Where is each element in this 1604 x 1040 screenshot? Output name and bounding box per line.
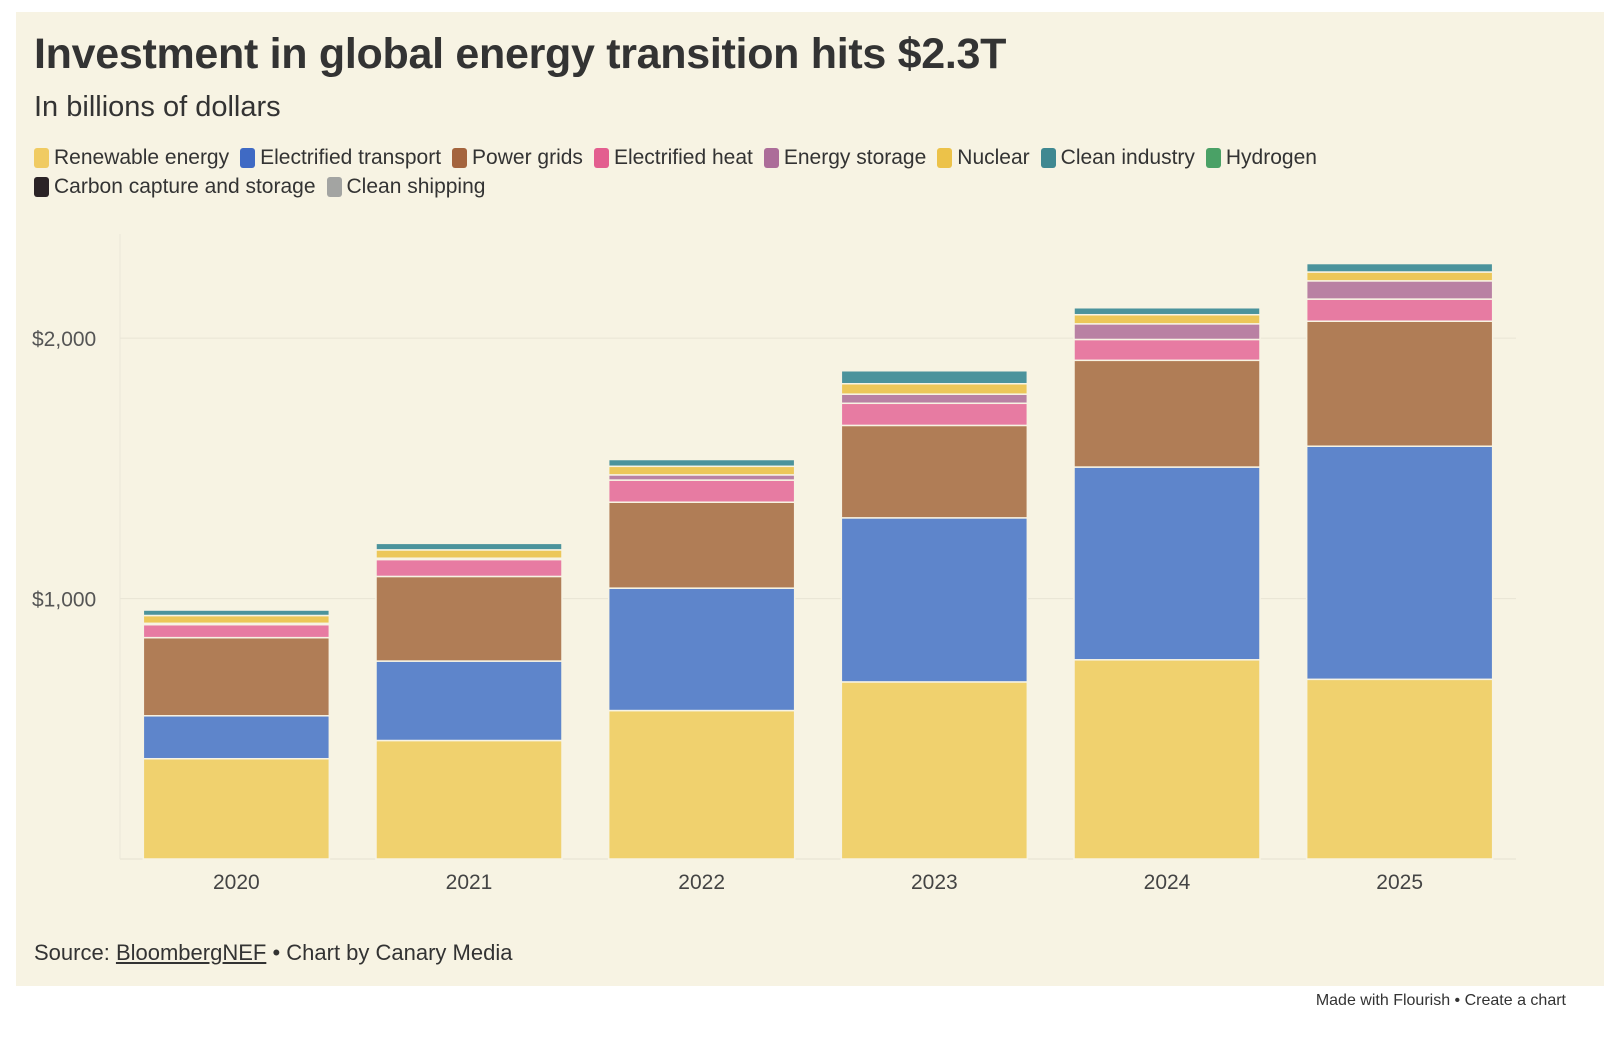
bar-segment-electrified-transport-2024[interactable] — [1073, 466, 1261, 661]
bar-segment-clean-shipping-2024[interactable] — [1073, 304, 1261, 307]
source-note: Source: BloombergNEF • Chart by Canary M… — [34, 940, 512, 966]
legend-swatch — [326, 176, 342, 197]
chart-title: Investment in global energy transition h… — [34, 30, 1007, 78]
bar-segment-nuclear-2022[interactable] — [607, 465, 796, 476]
x-tick-label: 2022 — [678, 871, 725, 894]
bar-segment-power-grids-2022[interactable] — [607, 501, 796, 589]
bar-segment-renewable-energy-2023[interactable] — [840, 681, 1029, 860]
legend-label: Carbon capture and storage — [54, 174, 316, 198]
chart-panel: Investment in global energy transition h… — [16, 12, 1604, 986]
x-tick-label: 2025 — [1376, 871, 1423, 894]
bar-segment-nuclear-2025[interactable] — [1305, 271, 1494, 282]
legend-label: Hydrogen — [1225, 145, 1317, 169]
chart-subtitle: In billions of dollars — [34, 91, 281, 123]
bar-segment-clean-industry-2024[interactable] — [1073, 306, 1261, 316]
bar-segment-electrified-transport-2025[interactable] — [1305, 445, 1494, 681]
legend-swatch — [34, 176, 49, 197]
flourish-footer: Made with Flourish • Create a chart — [1316, 992, 1566, 1010]
bar-segment-energy-storage-2023[interactable] — [840, 393, 1029, 405]
legend-item-electrified-heat[interactable]: Electrified heat — [593, 145, 753, 169]
bar-segment-electrified-heat-2021[interactable] — [375, 558, 563, 578]
bar-segment-electrified-transport-2022[interactable] — [607, 587, 796, 712]
bar-segment-electrified-transport-2021[interactable] — [375, 660, 563, 742]
source-link[interactable]: BloombergNEF — [115, 940, 267, 965]
legend-label: Nuclear — [957, 145, 1030, 169]
bar-segment-clean-industry-2022[interactable] — [607, 458, 796, 468]
legend-swatch — [1040, 147, 1056, 168]
bar-segment-renewable-energy-2024[interactable] — [1073, 659, 1261, 860]
legend-swatch — [1205, 147, 1221, 168]
bar-segment-nuclear-2020[interactable] — [142, 614, 331, 625]
legend-swatch — [937, 147, 953, 168]
bar-segment-clean-shipping-2025[interactable] — [1305, 260, 1494, 263]
bar-segment-renewable-energy-2025[interactable] — [1305, 678, 1494, 860]
bar-segment-power-grids-2025[interactable] — [1305, 320, 1494, 447]
legend-item-clean-industry[interactable]: Clean industry — [1040, 145, 1195, 169]
stacked-bar-chart: $1,000 $2,000 2020 2021 2022 2023 2024 2025 — [32, 234, 1516, 894]
legend-label: Clean shipping — [346, 174, 486, 198]
legend-label: Clean industry — [1060, 145, 1195, 169]
create-chart-link[interactable]: Create a chart — [1464, 992, 1566, 1009]
legend-item-clean-shipping[interactable]: Clean shipping — [326, 174, 486, 198]
legend-item-nuclear[interactable]: Nuclear — [937, 145, 1030, 169]
y-tick-label: $1,000 — [32, 589, 96, 612]
bar-segment-energy-storage-2025[interactable] — [1305, 280, 1494, 300]
bar-segment-renewable-energy-2022[interactable] — [607, 709, 796, 860]
legend-label: Renewable energy — [54, 145, 230, 169]
x-tick-label: 2020 — [213, 871, 260, 894]
bar-segment-electrified-transport-2020[interactable] — [142, 715, 331, 760]
made-with-flourish-link[interactable]: Made with Flourish — [1315, 992, 1451, 1009]
bar-segment-power-grids-2020[interactable] — [142, 636, 331, 717]
legend-item-renewable-energy[interactable]: Renewable energy — [34, 146, 229, 169]
legend-swatch — [34, 147, 49, 168]
bar-segment-carbon-capture-and-storage-2022[interactable] — [607, 457, 796, 460]
bar-segment-electrified-heat-2024[interactable] — [1073, 338, 1261, 362]
x-tick-label: 2023 — [911, 871, 958, 894]
source-prefix: Source: — [34, 940, 116, 965]
bar-segment-clean-shipping-2023[interactable] — [840, 367, 1029, 370]
legend-item-energy-storage[interactable]: Energy storage — [763, 145, 927, 169]
legend-item-power-grids[interactable]: Power grids — [452, 146, 583, 169]
bar-segment-electrified-heat-2020[interactable] — [142, 623, 331, 639]
bar-segment-nuclear-2024[interactable] — [1073, 313, 1261, 325]
legend-label: Electrified heat — [613, 145, 753, 169]
bar-segment-clean-industry-2025[interactable] — [1305, 262, 1494, 273]
legend-label: Power grids — [472, 145, 583, 169]
bar-segment-power-grids-2024[interactable] — [1073, 359, 1261, 468]
footer-separator: • — [1450, 992, 1465, 1009]
bar-segment-clean-industry-2021[interactable] — [375, 542, 563, 551]
legend-item-carbon-capture-and-storage[interactable]: Carbon capture and storage — [34, 175, 316, 198]
legend-swatch — [763, 147, 779, 168]
bar-segment-carbon-capture-and-storage-2021[interactable] — [375, 541, 563, 544]
bar-segment-electrified-transport-2023[interactable] — [840, 517, 1029, 683]
bar-segment-power-grids-2021[interactable] — [375, 575, 563, 662]
bar-segment-renewable-energy-2020[interactable] — [142, 757, 331, 860]
bar-segment-carbon-capture-and-storage-2020[interactable] — [142, 608, 331, 611]
bar-segment-clean-industry-2023[interactable] — [840, 369, 1029, 385]
bar-segment-electrified-heat-2025[interactable] — [1305, 298, 1494, 322]
bar-segment-electrified-heat-2022[interactable] — [607, 479, 796, 503]
bar-segment-renewable-energy-2021[interactable] — [375, 739, 563, 860]
bar-segment-power-grids-2023[interactable] — [840, 424, 1029, 519]
y-tick-label: $2,000 — [32, 328, 96, 351]
legend-swatch — [593, 147, 609, 168]
source-suffix: • Chart by Canary Media — [266, 940, 513, 965]
legend-swatch — [452, 147, 468, 168]
legend: Renewable energy Electrified transport Pow… — [34, 146, 1484, 198]
bar-segment-energy-storage-2022[interactable] — [607, 474, 796, 481]
bar-segment-nuclear-2021[interactable] — [375, 549, 563, 559]
legend-item-hydrogen[interactable]: Hydrogen — [1205, 145, 1317, 169]
legend-swatch — [240, 147, 256, 168]
bar-segment-energy-storage-2024[interactable] — [1073, 323, 1261, 341]
x-tick-label: 2024 — [1144, 871, 1191, 894]
legend-label: Electrified transport — [260, 145, 442, 169]
x-tick-label: 2021 — [446, 871, 493, 894]
legend-label: Energy storage — [783, 145, 927, 169]
bar-segment-electrified-heat-2023[interactable] — [840, 402, 1029, 427]
legend-item-electrified-transport[interactable]: Electrified transport — [240, 146, 441, 169]
bar-segment-nuclear-2023[interactable] — [840, 382, 1029, 395]
